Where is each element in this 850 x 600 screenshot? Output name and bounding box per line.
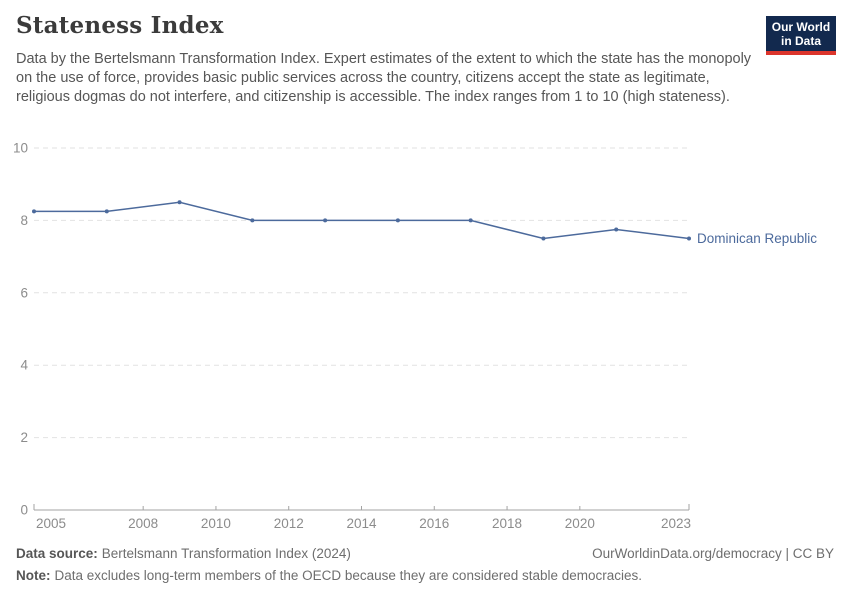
y-axis-tick-label: 0	[20, 503, 28, 518]
x-axis-tick-label: 2018	[492, 516, 522, 531]
series-line[interactable]	[34, 201, 690, 240]
data-point[interactable]	[468, 218, 473, 223]
y-axis-tick-label: 4	[20, 358, 28, 373]
y-axis-tick-label: 6	[20, 285, 28, 300]
data-point[interactable]	[541, 236, 546, 241]
series-label[interactable]: Dominican Republic	[697, 231, 817, 246]
data-point[interactable]	[177, 200, 182, 205]
x-axis-tick-label: 2012	[274, 516, 304, 531]
data-point[interactable]	[395, 218, 400, 223]
owid-logo[interactable]: Our World in Data	[766, 16, 836, 55]
attribution-link[interactable]: OurWorldinData.org/democracy | CC BY	[592, 546, 834, 561]
y-axis-tick-label: 2	[20, 430, 28, 445]
note-value: Data excludes long-term members of the O…	[54, 568, 643, 583]
data-point[interactable]	[687, 236, 691, 241]
page-title: Stateness Index	[16, 12, 224, 39]
data-source-label: Data source:	[16, 546, 98, 561]
x-axis-tick-label: 2020	[565, 516, 595, 531]
owid-logo-line2: in Data	[780, 34, 821, 48]
x-axis-tick-label: 2023	[661, 516, 691, 531]
data-source-value: Bertelsmann Transformation Index (2024)	[101, 546, 351, 561]
owid-logo-line1: Our World	[771, 20, 831, 34]
data-source: Data source: Bertelsmann Transformation I…	[16, 546, 351, 561]
chart-subtitle: Data by the Bertelsmann Transformation I…	[16, 51, 752, 105]
x-axis-tick-label: 2010	[201, 516, 231, 531]
x-axis-tick-label: 2005	[36, 516, 66, 531]
y-axis-tick-label: 10	[13, 141, 28, 156]
x-axis-tick-label: 2016	[419, 516, 449, 531]
note-label: Note:	[16, 568, 51, 583]
data-point[interactable]	[323, 218, 328, 223]
chart-footer: Data source: Bertelsmann Transformation I…	[16, 546, 834, 583]
data-point[interactable]	[104, 209, 109, 214]
y-axis-tick-label: 8	[20, 213, 28, 228]
data-point[interactable]	[250, 218, 255, 223]
x-axis-tick-label: 2014	[346, 516, 377, 531]
data-point[interactable]	[614, 227, 619, 232]
x-axis-tick-label: 2008	[128, 516, 158, 531]
line-chart[interactable]: 0 2 4 6 8 10 2005 2008 2010 2012 2014 2016 2018 2020 2…	[0, 130, 850, 542]
data-point[interactable]	[32, 209, 36, 214]
